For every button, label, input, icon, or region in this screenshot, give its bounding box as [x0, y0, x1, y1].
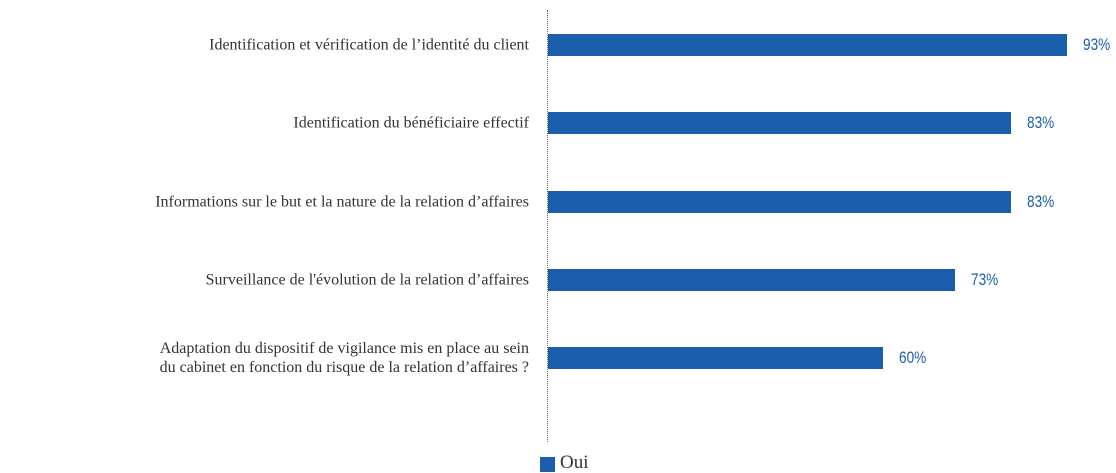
bar: [548, 268, 956, 291]
value-label: 83%: [1027, 113, 1055, 133]
legend-label: Oui: [560, 452, 589, 473]
category-label: Adaptation du dispositif de vigilance mi…: [159, 340, 529, 377]
category-label: Surveillance de l'évolution de la relati…: [205, 271, 529, 289]
bar: [548, 112, 1012, 135]
category-label: Informations sur le but et la nature de …: [155, 193, 529, 211]
bar: [548, 347, 883, 370]
bar: [548, 190, 1012, 213]
axis-line: [547, 10, 548, 442]
value-label: 73%: [971, 269, 999, 289]
category-label: Identification du bénéficiaire effectif: [293, 114, 529, 132]
legend-swatch: [540, 457, 555, 472]
value-label: 83%: [1027, 191, 1055, 211]
value-label: 93%: [1082, 35, 1111, 54]
bar: [548, 34, 1067, 56]
category-label: Identification et vérification de l’iden…: [209, 36, 529, 54]
value-label: 60%: [898, 348, 927, 368]
